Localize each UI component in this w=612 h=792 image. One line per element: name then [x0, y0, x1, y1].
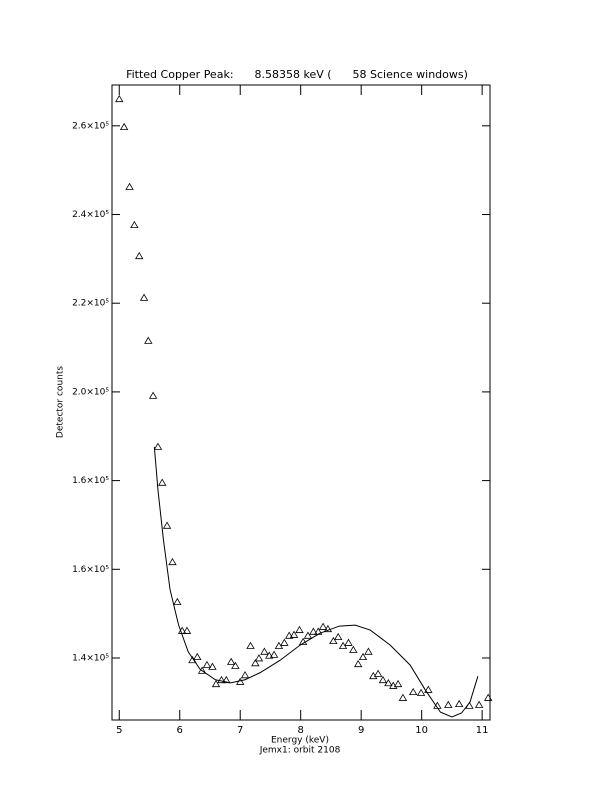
data-point [208, 662, 217, 670]
data-point [217, 675, 226, 684]
data-point [265, 651, 274, 659]
x-tick-label: 11 [476, 725, 489, 736]
data-point [329, 636, 338, 645]
y-tick-label: 1.4×10⁵ [72, 653, 109, 663]
data-point [202, 660, 212, 668]
x-axis-label: Energy (keV) [271, 736, 329, 746]
data-point [483, 693, 493, 701]
data-point [135, 251, 144, 260]
data-point [303, 631, 313, 639]
data-point [115, 94, 124, 103]
data-point [358, 652, 368, 661]
data-point [295, 625, 304, 633]
data-point [444, 700, 453, 708]
data-point [251, 659, 260, 667]
chart-title: Fitted Copper Peak: 8.58358 keV ( 58 Sci… [126, 68, 468, 81]
data-point [119, 122, 129, 131]
data-point [162, 521, 172, 529]
data-point [349, 645, 358, 653]
y-tick-label: 1.6×10⁵ [72, 476, 109, 486]
data-point [344, 638, 353, 646]
data-point [254, 654, 264, 662]
data-point [231, 661, 240, 669]
data-point [197, 666, 207, 674]
data-point [323, 624, 333, 633]
data-point [384, 678, 393, 687]
data-point [285, 631, 294, 639]
data-point [211, 679, 221, 688]
x-tick-label: 6 [177, 725, 183, 736]
data-point [139, 293, 149, 301]
fit-curve [153, 446, 479, 718]
data-point [153, 442, 163, 450]
y-tick-label: 2.4×10⁵ [72, 210, 109, 220]
data-point [353, 659, 363, 668]
data-point [364, 647, 373, 655]
data-point [246, 641, 255, 649]
data-point [226, 657, 236, 665]
data-point [378, 675, 388, 684]
data-point [309, 627, 318, 635]
data-point [130, 220, 139, 229]
data-point [424, 685, 433, 693]
data-point [222, 675, 231, 684]
data-point [148, 391, 158, 399]
data-point [333, 632, 343, 641]
y-tick-label: 1.6×10⁵ [72, 565, 109, 575]
data-point [269, 650, 279, 658]
data-point [260, 647, 269, 655]
x-tick-label: 9 [358, 725, 364, 736]
y-tick-label: 2.2×10⁵ [72, 299, 109, 309]
y-tick-label: 2.6×10⁵ [72, 121, 109, 131]
data-point [168, 557, 177, 566]
data-point [318, 622, 328, 630]
subtitle: Jemx1: orbit 2108 [259, 746, 341, 756]
x-tick-label: 10 [415, 725, 428, 736]
data-point [373, 669, 383, 677]
x-tick-label: 8 [298, 725, 304, 736]
data-point [289, 630, 299, 638]
data-point [193, 652, 202, 661]
x-tick-label: 7 [237, 725, 243, 736]
data-point [280, 638, 289, 646]
data-point [398, 693, 408, 701]
data-point [454, 699, 464, 708]
data-point [173, 597, 182, 606]
data-point [408, 687, 418, 696]
y-axis-label: Detector counts [56, 366, 66, 438]
data-point [182, 626, 192, 634]
data-point [125, 182, 134, 190]
y-tick-label: 2.0×10⁵ [72, 387, 109, 397]
data-point [474, 700, 484, 708]
data-point [240, 671, 250, 679]
data-point [298, 637, 308, 645]
data-point [158, 478, 167, 486]
x-tick-label: 5 [116, 725, 122, 736]
data-point [416, 688, 426, 696]
data-point [144, 336, 153, 344]
data-point [393, 679, 403, 688]
